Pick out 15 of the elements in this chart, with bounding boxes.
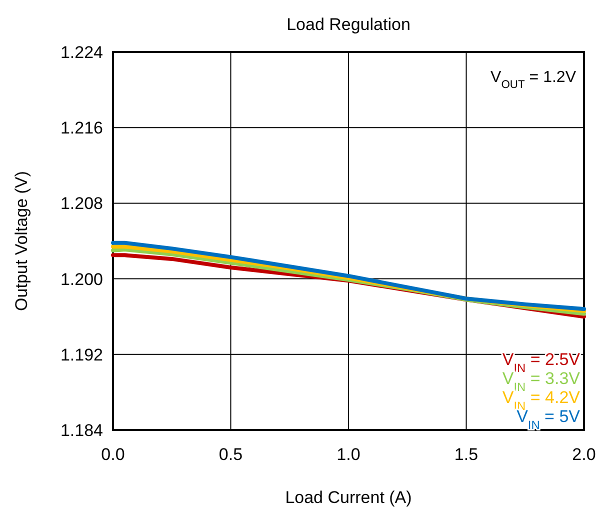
y-tick-label: 1.208	[60, 194, 103, 214]
y-tick-label: 1.200	[60, 270, 103, 289]
x-axis-title: Load Current (A)	[285, 488, 412, 507]
y-tick-label: 1.192	[60, 345, 103, 364]
x-tick-label: 1.5	[454, 445, 478, 464]
x-tick-label: 0.0	[101, 445, 125, 464]
y-tick-label: 1.216	[60, 118, 103, 138]
y-tick-label: 1.224	[60, 43, 103, 62]
x-tick-label: 2.0	[572, 445, 596, 464]
y-axis-title: Output Voltage (V)	[12, 171, 31, 311]
chart-title: Load Regulation	[286, 15, 410, 34]
y-tick-label: 1.184	[60, 421, 103, 440]
x-tick-label: 1.0	[336, 445, 360, 464]
x-tick-label: 0.5	[218, 445, 243, 464]
annotation: V$_{OUT}$ = 1.2V	[490, 69, 576, 91]
